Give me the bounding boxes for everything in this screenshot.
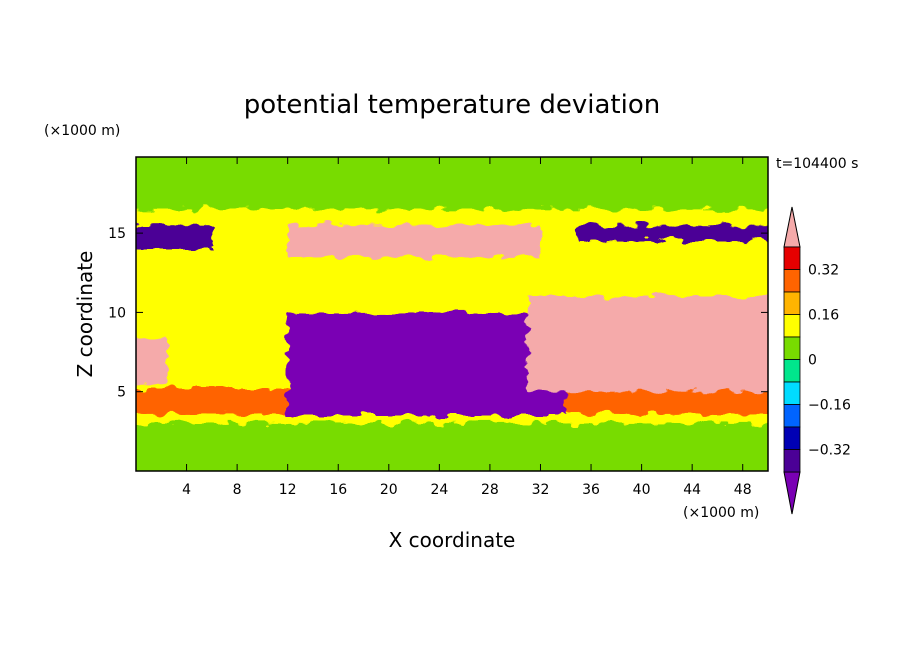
y-unit-label: (×1000 m) xyxy=(44,123,120,139)
region-surface-mixed-layer xyxy=(136,423,768,471)
region-cold-layer-upper-left xyxy=(136,225,212,249)
colorbar: 0.32 0.16 0 −0.16 −0.32 xyxy=(783,206,851,515)
colorbar-segment xyxy=(783,246,801,270)
colorbar-segment xyxy=(783,359,801,383)
region-cold-layer-upper-right xyxy=(578,225,768,242)
y-tick-label: 15 xyxy=(108,226,126,242)
colorbar-tick-label: −0.16 xyxy=(808,398,851,414)
colorbar-segment xyxy=(783,404,801,428)
x-tick-label: 4 xyxy=(182,482,191,498)
colorbar-segment xyxy=(783,426,801,450)
x-tick-label: 8 xyxy=(233,482,242,498)
x-tick-label: 48 xyxy=(734,482,752,498)
x-tick-label: 40 xyxy=(633,482,651,498)
x-unit-label: (×1000 m) xyxy=(683,505,759,521)
plot-frame xyxy=(135,156,769,472)
colorbar-tick-label: 0 xyxy=(808,353,817,369)
region-upper-neutral xyxy=(136,157,768,210)
x-tick-label: 16 xyxy=(329,482,347,498)
colorbar-bottom-triangle xyxy=(783,471,801,515)
y-tick-label: 5 xyxy=(117,385,126,401)
colorbar-top-triangle xyxy=(783,206,801,248)
colorbar-tick-label: −0.32 xyxy=(808,443,851,459)
y-tick-label: 10 xyxy=(108,305,126,321)
colorbar-segment xyxy=(783,449,801,473)
colorbar-tick-label: 0.16 xyxy=(808,308,839,324)
chart-title: potential temperature deviation xyxy=(244,90,660,120)
plot-area xyxy=(136,157,768,471)
region-warm-anomaly-left xyxy=(136,336,168,384)
time-label: t=104400 s xyxy=(776,156,858,172)
x-tick-label: 24 xyxy=(430,482,448,498)
region-cold-plume xyxy=(287,312,566,416)
x-axis-label: X coordinate xyxy=(389,528,516,552)
x-tick-label: 20 xyxy=(380,482,398,498)
heatmap-field xyxy=(136,157,768,471)
y-axis-label: Z coordinate xyxy=(73,251,97,378)
x-tick-label: 44 xyxy=(683,482,701,498)
y-axis: 5 10 15 xyxy=(108,226,768,401)
colorbar-segment xyxy=(783,381,801,405)
region-warm-anomaly-right xyxy=(527,296,768,392)
region-warm-anomaly-upper xyxy=(287,225,541,257)
colorbar-segment xyxy=(783,291,801,315)
x-tick-label: 28 xyxy=(481,482,499,498)
colorbar-segment xyxy=(783,314,801,338)
colorbar-segment xyxy=(783,336,801,360)
x-tick-label: 12 xyxy=(279,482,297,498)
x-axis: 4 8 12 16 20 24 28 32 36 40 44 48 xyxy=(182,157,752,498)
x-tick-label: 32 xyxy=(532,482,550,498)
x-tick-label: 36 xyxy=(582,482,600,498)
colorbar-tick-label: 0.32 xyxy=(808,263,839,279)
colorbar-segment xyxy=(783,269,801,293)
